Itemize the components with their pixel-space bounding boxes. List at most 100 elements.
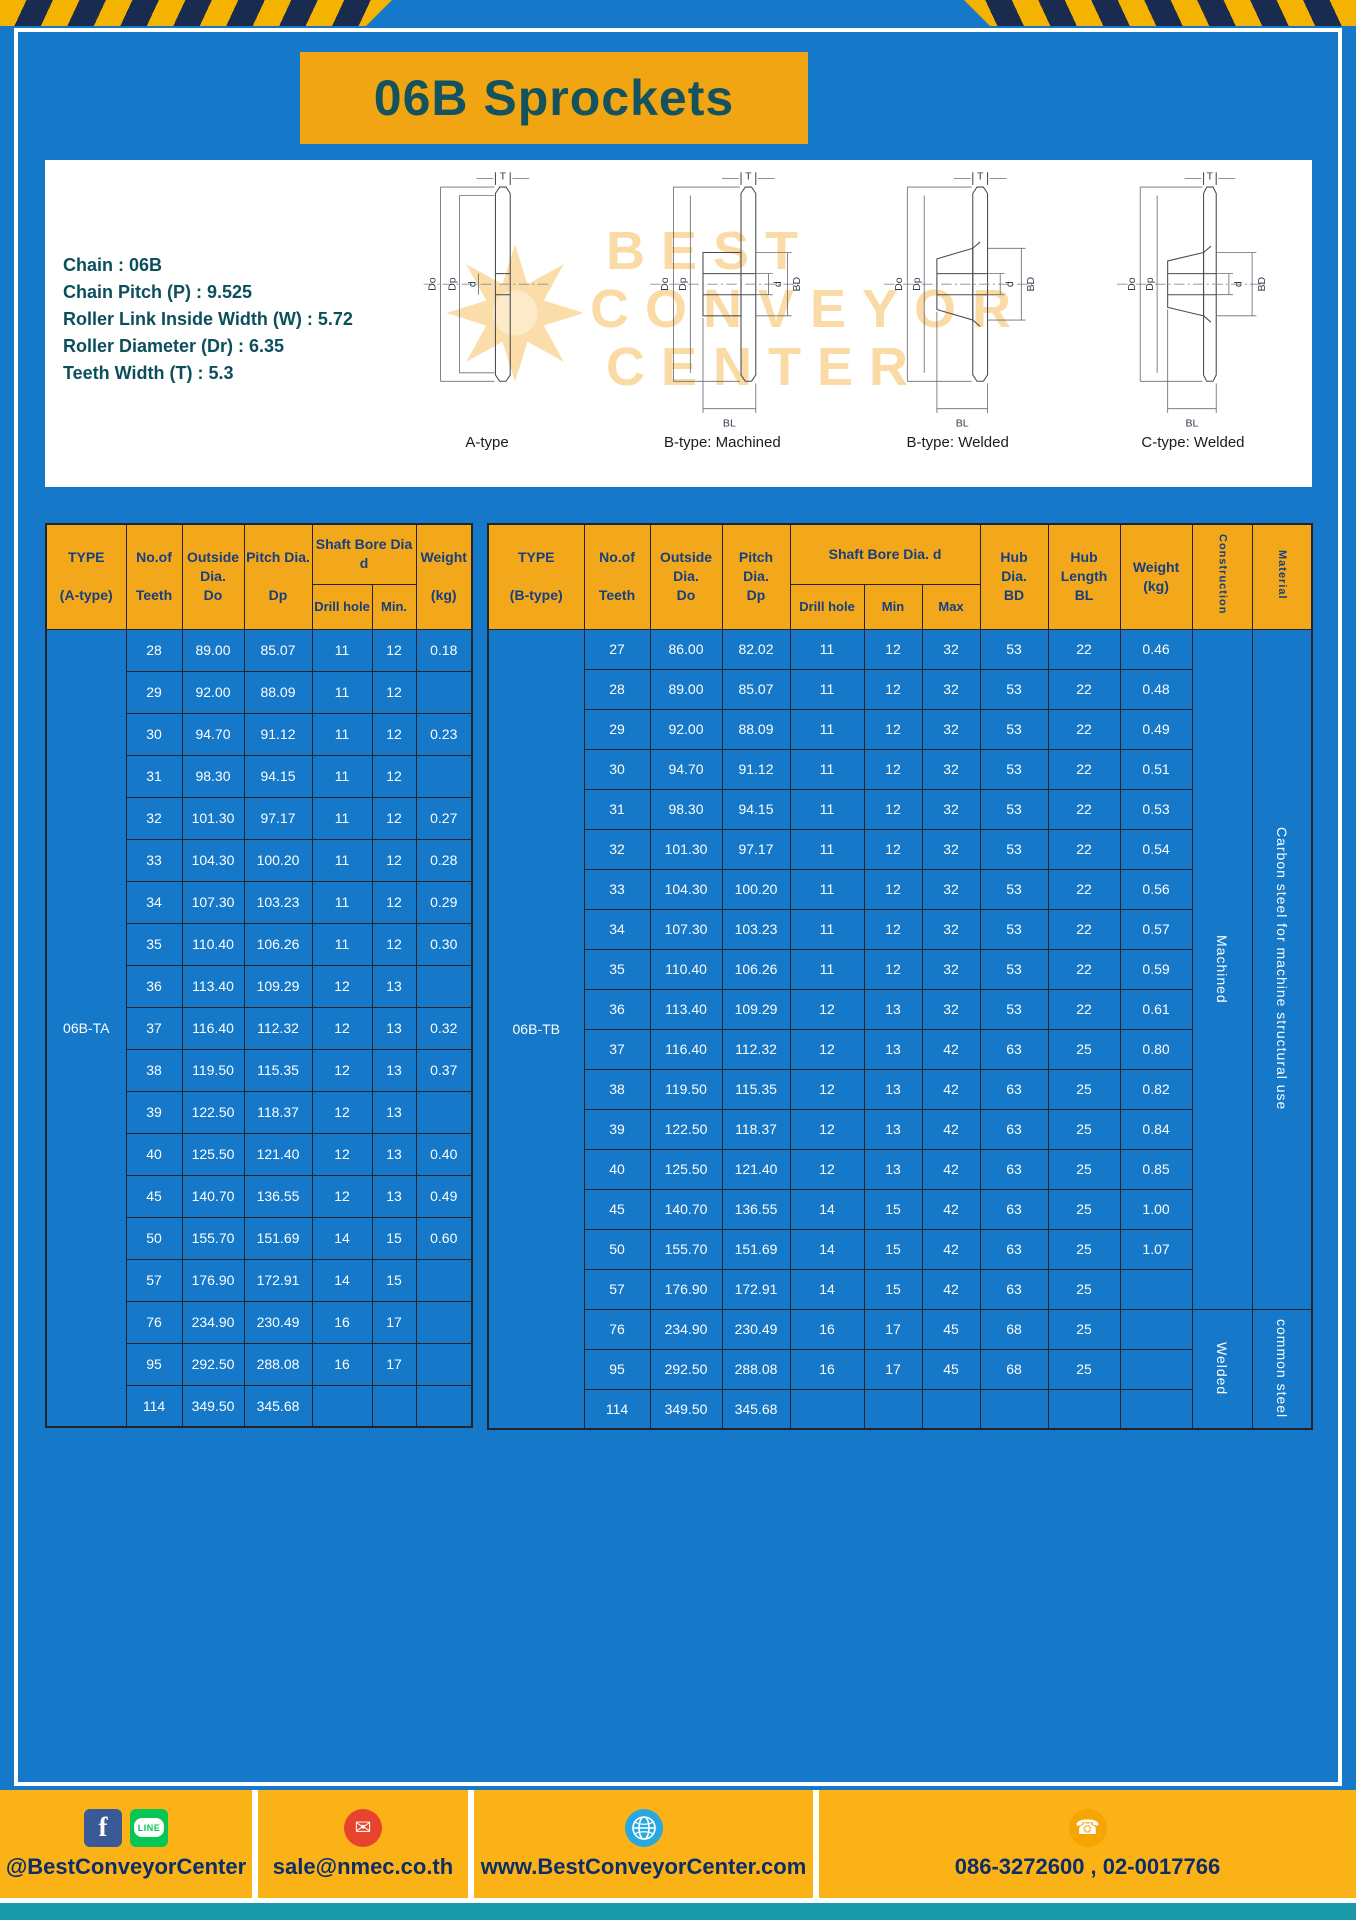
- table-a-type-sprockets: TYPE (A-type) No.of Teeth Outside Dia. D…: [45, 523, 473, 1428]
- table-b-cell-weight: 1.07: [1119, 1228, 1193, 1270]
- table-b-cell-hub-dia: 53: [979, 748, 1049, 790]
- sprocket-drawing-a-type: T Do Dp d: [423, 171, 551, 382]
- table-a-cell-min: 17: [371, 1342, 417, 1386]
- table-b-cell-hub-length: 25: [1047, 1068, 1121, 1110]
- footer-social-handle: @BestConveyorCenter: [5, 1853, 247, 1879]
- table-a-cell-drill-hole: 12: [311, 964, 373, 1008]
- table-b-cell-min: 12: [863, 948, 923, 990]
- table-b-row: 95 292.50 288.08 16 17 45 68 25: [488, 1348, 1312, 1390]
- sprocket-drawing-c-type-welded: T Do Dp d BD: [1116, 171, 1268, 430]
- table-b-cell-min: 12: [863, 668, 923, 710]
- table-b-cell-pitch-dia: 115.35: [721, 1068, 791, 1110]
- table-b-cell-max: 32: [921, 748, 981, 790]
- spec-chain: Chain : 06B: [63, 255, 163, 275]
- table-b-cell-teeth: 28: [583, 668, 651, 710]
- table-a-cell-drill-hole: 14: [311, 1216, 373, 1260]
- title-banner: 06B Sprockets: [300, 52, 808, 144]
- table-b-cell-drill-hole: 14: [789, 1268, 865, 1310]
- table-b-cell-min: 13: [863, 1028, 923, 1070]
- table-a-header-type: TYPE (A-type): [45, 523, 127, 630]
- svg-text:Dp: Dp: [1144, 277, 1156, 291]
- table-a-cell-outside-dia: 89.00: [181, 628, 245, 672]
- table-b-cell-teeth: 39: [583, 1108, 651, 1150]
- phone-glyph: ☎: [1075, 1817, 1100, 1839]
- page-frame: [14, 28, 1342, 1786]
- table-b-cell-drill-hole: 11: [789, 868, 865, 910]
- email-glyph: ✉: [354, 1817, 372, 1839]
- figure-label-a-type: A-type: [465, 434, 509, 451]
- table-b-cell-hub-dia: 53: [979, 788, 1049, 830]
- table-a-cell-teeth: 36: [125, 964, 183, 1008]
- table-a-cell-min: 12: [371, 796, 417, 840]
- table-a-cell-drill-hole: 11: [311, 754, 373, 798]
- table-b-cell-teeth: 34: [583, 908, 651, 950]
- table-a-cell-teeth: 29: [125, 670, 183, 714]
- table-b-cell-hub-dia: 63: [979, 1028, 1049, 1070]
- table-b-cell-hub-length: 22: [1047, 668, 1121, 710]
- table-b-cell-outside-dia: 176.90: [649, 1268, 723, 1310]
- table-a-cell-outside-dia: 122.50: [181, 1090, 245, 1134]
- table-b-cell-hub-length: 25: [1047, 1148, 1121, 1190]
- svg-text:BL: BL: [1185, 418, 1198, 430]
- table-b-cell-pitch-dia: 172.91: [721, 1268, 791, 1310]
- table-a-cell-weight: 0.32: [415, 1006, 473, 1050]
- table-b-cell-teeth: 50: [583, 1228, 651, 1270]
- table-a-cell-teeth: 33: [125, 838, 183, 882]
- table-a-header-teeth: No.of Teeth: [125, 523, 183, 630]
- table-b-cell-hub-dia: 53: [979, 708, 1049, 750]
- table-a-cell-pitch-dia: 118.37: [243, 1090, 313, 1134]
- table-b-cell-teeth: 27: [583, 628, 651, 670]
- footer-email-segment: ✉ sale@nmec.co.th: [258, 1790, 468, 1898]
- table-b-cell-max: 32: [921, 828, 981, 870]
- table-a-cell-outside-dia: 94.70: [181, 712, 245, 756]
- table-a-row: 30 94.70 91.12 11 12 0.23: [46, 712, 473, 756]
- table-b-cell-outside-dia: 86.00: [649, 628, 723, 670]
- table-a-cell-weight: 0.27: [415, 796, 473, 840]
- table-b-cell-outside-dia: 98.30: [649, 788, 723, 830]
- line-app-icon[interactable]: LINE: [130, 1808, 168, 1847]
- table-a-header-min: Min.: [371, 583, 417, 630]
- table-a-cell-pitch-dia: 230.49: [243, 1300, 313, 1344]
- table-a-cell-weight: 0.29: [415, 880, 473, 924]
- table-b-cell-pitch-dia: 85.07: [721, 668, 791, 710]
- table-b-cell-outside-dia: 110.40: [649, 948, 723, 990]
- spec-teeth-width: Teeth Width (T) : 5.3: [63, 363, 234, 383]
- table-b-cell-hub-dia: 53: [979, 868, 1049, 910]
- table-b-cell-pitch-dia: 230.49: [721, 1308, 791, 1350]
- table-b-cell-hub-length: 25: [1047, 1188, 1121, 1230]
- table-a-row: 45 140.70 136.55 12 13 0.49: [46, 1174, 473, 1218]
- table-b-header-type: TYPE (B-type): [487, 523, 585, 630]
- table-a-row: 37 116.40 112.32 12 13 0.32: [46, 1006, 473, 1050]
- table-b-cell-weight: 0.61: [1119, 988, 1193, 1030]
- table-b-cell-material: Carbon steel for machine structural use: [1251, 628, 1313, 1310]
- table-b-cell-drill-hole: 12: [789, 1148, 865, 1190]
- table-a-cell-pitch-dia: 94.15: [243, 754, 313, 798]
- table-a-cell-min: 13: [371, 1048, 417, 1092]
- footer-divider-line: [0, 1898, 1356, 1903]
- table-b-cell-min: 13: [863, 988, 923, 1030]
- spec-chain-pitch: Chain Pitch (P) : 9.525: [63, 282, 253, 302]
- table-b-cell-teeth: 35: [583, 948, 651, 990]
- table-b-cell-teeth: 29: [583, 708, 651, 750]
- table-b-cell-hub-length: [1047, 1388, 1121, 1430]
- phone-icon[interactable]: ☎: [1068, 1808, 1107, 1847]
- table-b-cell-drill-hole: 16: [789, 1308, 865, 1350]
- table-b-cell-drill-hole: 11: [789, 628, 865, 670]
- email-icon[interactable]: ✉: [344, 1808, 382, 1847]
- table-b-row: 34 107.30 103.23 11 12 32 53 22 0.57: [488, 908, 1312, 950]
- table-b-cell-hub-dia: 63: [979, 1148, 1049, 1190]
- table-a-cell-pitch-dia: 345.68: [243, 1384, 313, 1428]
- table-a-cell-weight: [415, 964, 473, 1008]
- table-b-cell-min: 12: [863, 748, 923, 790]
- table-b-cell-teeth: 57: [583, 1268, 651, 1310]
- table-a-header-weight: Weight (kg): [415, 523, 473, 630]
- facebook-icon[interactable]: f: [84, 1808, 122, 1847]
- table-a-cell-outside-dia: 113.40: [181, 964, 245, 1008]
- table-b-cell-drill-hole: 12: [789, 1108, 865, 1150]
- globe-icon[interactable]: [624, 1808, 663, 1847]
- table-a-cell-min: 12: [371, 922, 417, 966]
- table-a-row: 40 125.50 121.40 12 13 0.40: [46, 1132, 473, 1176]
- table-b-cell-min: 12: [863, 708, 923, 750]
- table-a-cell-weight: [415, 1300, 473, 1344]
- table-a-cell-drill-hole: [311, 1384, 373, 1428]
